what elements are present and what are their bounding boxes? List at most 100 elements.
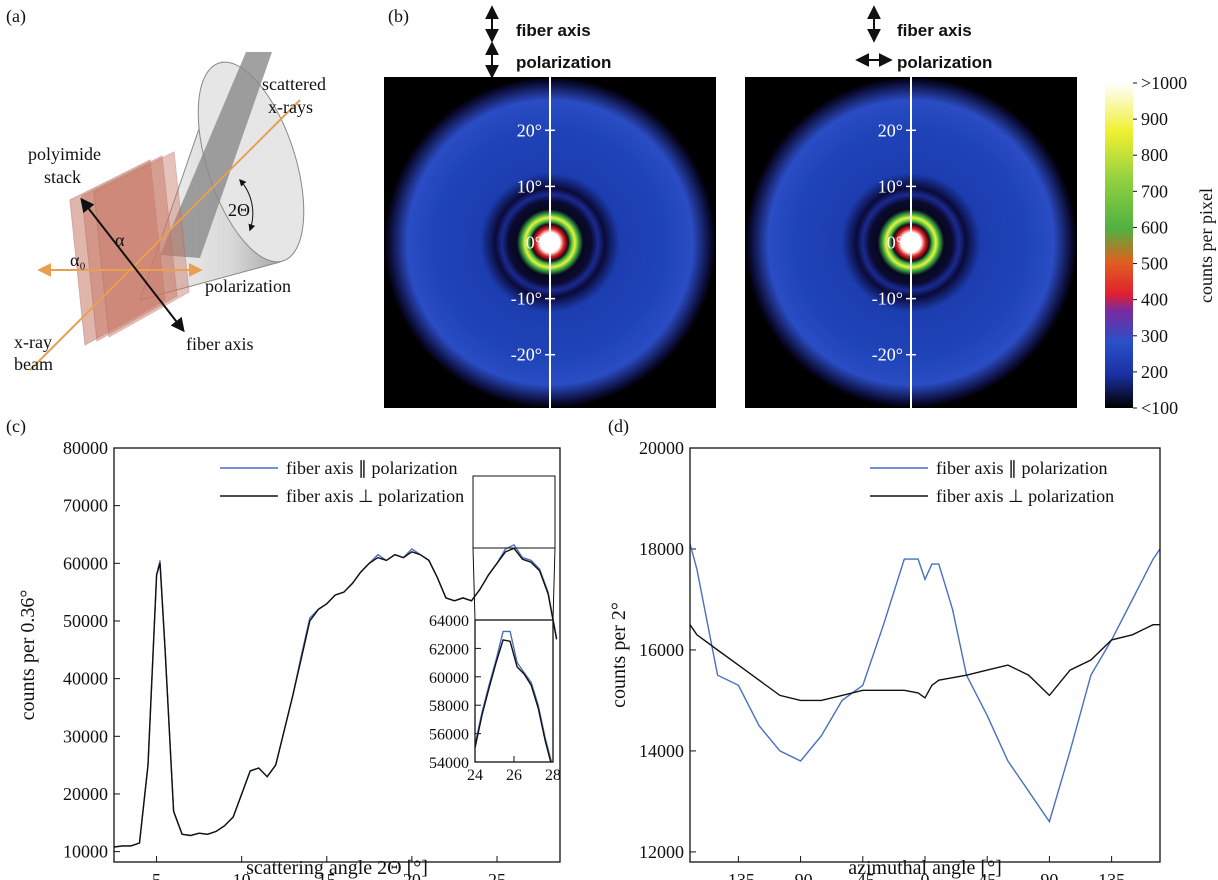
angle-label: -10° bbox=[511, 289, 542, 309]
angle-label: 0° bbox=[526, 233, 542, 253]
plot-frame bbox=[689, 447, 1161, 863]
x-tick-label: 25 bbox=[488, 870, 506, 880]
angle-label: 20° bbox=[517, 120, 542, 140]
x-tick-label: 90 bbox=[1040, 870, 1058, 880]
colorbar-label: 800 bbox=[1141, 145, 1168, 165]
x-tick-label: 10 bbox=[233, 870, 251, 880]
y-axis-label: counts per 0.36° bbox=[17, 590, 39, 721]
panel-label: (d) bbox=[608, 416, 629, 437]
x-tick-label: 26 bbox=[506, 767, 522, 784]
series-line bbox=[690, 624, 1160, 702]
y-axis-label: counts per 2° bbox=[608, 602, 630, 708]
y-tick-label: 14000 bbox=[639, 741, 684, 761]
colorbar-label: 900 bbox=[1141, 109, 1168, 129]
inset-background bbox=[475, 620, 553, 762]
diagram-label: fiber axis bbox=[186, 334, 253, 354]
x-tick-label: -90 bbox=[789, 870, 813, 880]
legend-label: fiber axis ∥ polarization bbox=[936, 458, 1107, 478]
colorbar-label: 500 bbox=[1141, 254, 1168, 274]
diagram-label: beam bbox=[14, 354, 53, 374]
y-tick-label: 58000 bbox=[429, 698, 469, 715]
angle-label: -20° bbox=[511, 345, 542, 365]
y-tick-label: 80000 bbox=[63, 438, 108, 458]
annotation: polarization bbox=[897, 53, 992, 72]
plate bbox=[93, 151, 190, 338]
panel-label: (c) bbox=[6, 416, 26, 437]
diagram-label: polyimide bbox=[28, 144, 101, 164]
y-tick-label: 12000 bbox=[639, 842, 684, 862]
diagram: scattered x-rays polyimide stack α α₀ 2Θ… bbox=[14, 52, 326, 374]
colorbar-label: 300 bbox=[1141, 326, 1168, 346]
annotation: polarization bbox=[516, 53, 611, 72]
diagram-label: 2Θ bbox=[228, 200, 250, 220]
colorbar-label: <100 bbox=[1141, 398, 1178, 418]
x-axis-label: scattering angle 2Θ [°] bbox=[246, 857, 428, 879]
plot-frame bbox=[474, 619, 554, 763]
y-tick-label: 70000 bbox=[63, 496, 108, 516]
colorbar-label: 200 bbox=[1141, 362, 1168, 382]
diagram-label: polarization bbox=[205, 276, 291, 296]
zoom-connector bbox=[552, 547, 556, 621]
x-tick-label: 5 bbox=[152, 870, 161, 880]
angle-label: -10° bbox=[872, 289, 903, 309]
colorbar-label: 600 bbox=[1141, 217, 1168, 237]
fiber-axis-arrow bbox=[80, 197, 185, 333]
x-tick-label: -135 bbox=[722, 870, 755, 880]
zoom-box bbox=[472, 475, 556, 549]
y-tick-label: 60000 bbox=[63, 553, 108, 573]
y-tick-label: 30000 bbox=[63, 726, 108, 746]
x-tick-label: -45 bbox=[851, 870, 875, 880]
y-tick-label: 54000 bbox=[429, 755, 469, 772]
colorbar-label: >1000 bbox=[1141, 73, 1187, 93]
y-tick-label: 50000 bbox=[63, 611, 108, 631]
legend-label: fiber axis ∥ polarization bbox=[286, 458, 457, 478]
colorbar-label: 400 bbox=[1141, 290, 1168, 310]
angle-label: -20° bbox=[872, 345, 903, 365]
x-tick-label: 45 bbox=[978, 870, 996, 880]
y-tick-label: 20000 bbox=[639, 438, 684, 458]
y-tick-label: 40000 bbox=[63, 669, 108, 689]
y-tick-label: 10000 bbox=[63, 842, 108, 862]
y-tick-label: 60000 bbox=[429, 670, 469, 687]
annotation: fiber axis bbox=[516, 21, 591, 40]
y-tick-label: 18000 bbox=[639, 539, 684, 559]
series-line bbox=[475, 639, 552, 762]
legend-label: fiber axis ⊥ polarization bbox=[286, 486, 464, 506]
annotation: fiber axis bbox=[897, 21, 972, 40]
y-tick-label: 56000 bbox=[429, 727, 469, 744]
series-line bbox=[114, 547, 558, 848]
diagram-label: x-rays bbox=[268, 97, 313, 117]
colorbar-title: counts per pixel bbox=[1196, 188, 1216, 303]
colorbar-label: 700 bbox=[1141, 181, 1168, 201]
angle-arc bbox=[239, 178, 256, 232]
diagram-label: α bbox=[115, 230, 125, 250]
legend-label: fiber axis ⊥ polarization bbox=[936, 486, 1114, 506]
diagram-label: α₀ bbox=[70, 250, 86, 270]
colorbar bbox=[1105, 83, 1133, 408]
angle-label: 10° bbox=[878, 176, 903, 196]
angle-label: 0° bbox=[887, 233, 903, 253]
x-tick-label: 135 bbox=[1098, 870, 1125, 880]
y-tick-label: 64000 bbox=[429, 613, 469, 630]
x-tick-label: 28 bbox=[545, 767, 561, 784]
angle-label: 20° bbox=[878, 120, 903, 140]
cone-section bbox=[160, 52, 272, 258]
series-line bbox=[690, 543, 1160, 824]
zoom-connector bbox=[472, 547, 476, 621]
y-tick-label: 62000 bbox=[429, 641, 469, 658]
diagram-label: scattered bbox=[262, 74, 326, 94]
y-tick-label: 16000 bbox=[639, 640, 684, 660]
angle-label: 10° bbox=[517, 176, 542, 196]
x-tick-label: 20 bbox=[403, 870, 421, 880]
x-axis-label: azimuthal angle [°] bbox=[848, 857, 1002, 879]
x-tick-label: 24 bbox=[467, 767, 483, 784]
x-tick-label: 0 bbox=[921, 870, 930, 880]
panel-label: (b) bbox=[388, 6, 409, 27]
diagram-label: stack bbox=[44, 167, 81, 187]
panel-label: (a) bbox=[6, 6, 26, 27]
diagram-label: x-ray bbox=[14, 332, 52, 352]
plot-frame bbox=[113, 447, 561, 863]
x-tick-label: 15 bbox=[318, 870, 336, 880]
